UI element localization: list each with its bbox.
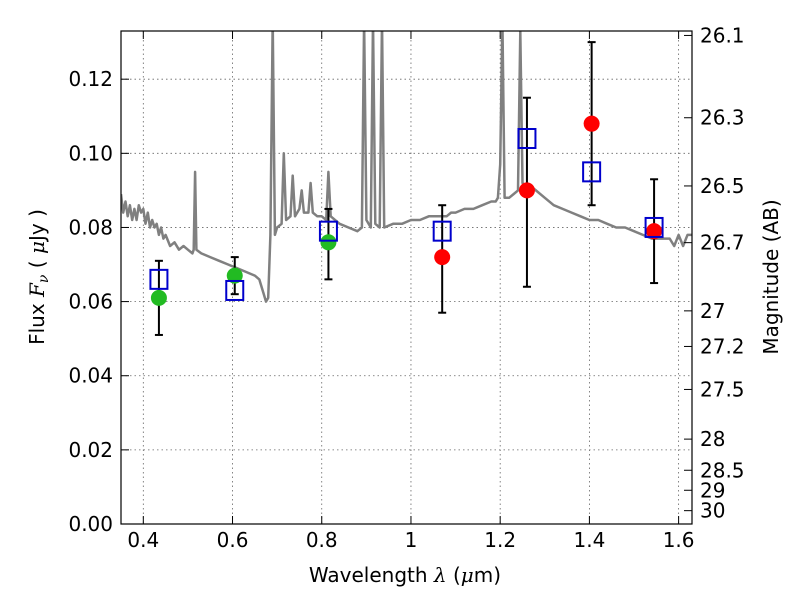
data-point-red [583, 115, 600, 132]
x-axis-title: Wavelength λ (μm) [309, 563, 501, 587]
x-tick-label: 0.4 [127, 528, 159, 552]
y2-tick-label: 27.2 [700, 334, 745, 358]
y-axis-title-subscript: ν [36, 274, 52, 283]
y-axis-unit-rest: Jy ) [25, 209, 49, 243]
y2-tick-label: 27 [700, 299, 725, 323]
data-point-green [320, 234, 337, 251]
y-axis-title-text: Flux [25, 303, 49, 345]
y2-tick-label: 29 [700, 478, 725, 502]
x-tick-label: 1.4 [573, 528, 605, 552]
data-point-red [646, 223, 663, 240]
data-point-red [518, 182, 535, 199]
x-axis-unit-open: ( [453, 563, 461, 587]
y-tick-label: 0.08 [68, 215, 113, 239]
x-tick-label: 0.6 [217, 528, 249, 552]
data-point-blue-square [432, 220, 452, 242]
plot-area [121, 31, 692, 336]
x-tick-label: 1.6 [663, 528, 695, 552]
y-tick-label: 0.06 [68, 290, 113, 314]
y2-axis-title: Magnitude (AB) [759, 199, 783, 354]
y-tick-label: 0.00 [68, 512, 113, 536]
data-point-green [150, 289, 167, 306]
axis-ticks: 0.4 0.6 0.8 1 1.2 1.4 1.6 0.00 0.02 0.04 0.06 0.08 0… [68, 23, 744, 552]
x-axis-title-symbol: λ [433, 563, 447, 587]
x-axis-title-text: Wavelength [309, 563, 428, 587]
model-spectrum-line [121, 31, 692, 303]
y2-tick-label: 26.5 [700, 174, 745, 198]
y2-tick-label: 26.7 [700, 231, 745, 255]
x-tick-label: 0.8 [306, 528, 338, 552]
data-point-green [226, 267, 243, 284]
y-tick-label: 0.10 [68, 141, 113, 165]
y-axis-unit-mu: μ [25, 241, 49, 254]
y-tick-label: 0.02 [68, 438, 113, 462]
y2-tick-label: 27.5 [700, 377, 745, 401]
grid [121, 31, 692, 525]
y-tick-label: 0.12 [68, 67, 113, 91]
data-point-blue-square [225, 279, 245, 301]
data-point-blue-square [149, 268, 169, 290]
data-point-red [434, 249, 451, 266]
data-point-blue-square [517, 127, 537, 149]
y2-tick-label: 30 [700, 499, 725, 523]
y-axis-title-symbol: F [25, 282, 49, 298]
x-axis-unit-rest: m) [474, 563, 501, 587]
x-axis-unit-mu: μ [461, 563, 474, 587]
data-point-blue-square [318, 220, 338, 242]
y2-tick-label: 28 [700, 427, 725, 451]
y2-tick-label: 26.1 [700, 23, 745, 47]
y-tick-label: 0.04 [68, 364, 113, 388]
y2-tick-label: 28.5 [700, 458, 745, 482]
x-tick-label: 1.2 [484, 528, 516, 552]
y-axis-unit-open: ( [25, 260, 49, 268]
x-tick-label: 1 [405, 528, 418, 552]
data-point-blue-square [582, 161, 602, 183]
data-point-blue-square [644, 216, 664, 238]
y-axis-title: Flux Fν ( μJy ) [25, 209, 52, 345]
y2-tick-label: 26.3 [700, 106, 745, 130]
plot-frame [120, 30, 693, 525]
